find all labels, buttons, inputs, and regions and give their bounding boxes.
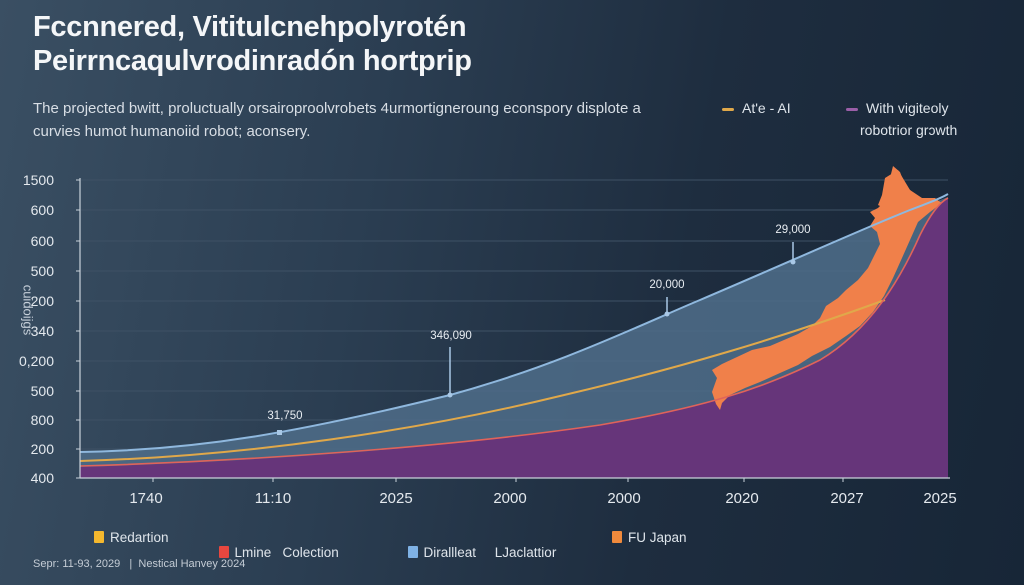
chart-subtitle: The projected bwitt, proluctually orsair… bbox=[33, 97, 713, 143]
x-tick-label: 2000 bbox=[493, 490, 527, 507]
y-tick-label: 500 bbox=[30, 263, 54, 279]
title-line-2: Peirrncaqulvrodinradón hortprip bbox=[33, 45, 472, 77]
y-tick-label: 200 bbox=[30, 441, 54, 457]
legend-item-fu-japan: FU Japan bbox=[612, 530, 687, 545]
blue-swatch-icon bbox=[407, 546, 418, 558]
x-tick-label: 2000 bbox=[607, 490, 641, 507]
red-swatch-icon bbox=[218, 546, 229, 558]
x-tick-label: 11:10 bbox=[254, 490, 292, 507]
purple-area bbox=[80, 198, 948, 478]
legend-label: FU Japan bbox=[628, 530, 687, 545]
legend-item-lmine-colection: Lmine Colection bbox=[211, 530, 339, 560]
x-tick-marks bbox=[152, 478, 844, 482]
y-axis-label: cuidoijgs bbox=[20, 284, 36, 336]
orange-line bbox=[79, 299, 886, 462]
x-tick-label: 1740 bbox=[129, 490, 163, 507]
orange-dash-icon bbox=[722, 107, 734, 111]
annotation-label: 346,090 bbox=[430, 330, 472, 342]
x-tick-label: 2027 bbox=[830, 490, 864, 507]
legend-label: Redartion bbox=[110, 530, 169, 545]
legend-item-redartion: Redartion bbox=[94, 530, 169, 545]
y-tick-label: 1500 bbox=[22, 172, 54, 188]
y-tick-label: 600 bbox=[30, 202, 54, 218]
legend-label-line-2: robotrior grɔwth bbox=[860, 122, 958, 138]
annotation-label: 31,750 bbox=[267, 410, 303, 422]
legend-item-dirallleat: Dirallleat LJaclattior bbox=[400, 530, 556, 560]
purple-dash-icon bbox=[846, 107, 858, 111]
x-tick-label: 2025 bbox=[379, 490, 413, 507]
annotation-label: 29,000 bbox=[775, 224, 811, 236]
japan-map-shape bbox=[712, 166, 942, 410]
japan-hokkaido-shape bbox=[878, 170, 940, 212]
subtitle-line-1: The projected bwitt, proluctually orsair… bbox=[33, 100, 641, 117]
yellow-swatch-icon bbox=[94, 531, 104, 543]
footer-source: Sepr: 11-93, 2029 | Nestical Hanvey 2024 bbox=[33, 558, 246, 570]
orange-swatch-icon bbox=[612, 531, 622, 543]
y-tick-marks bbox=[76, 179, 80, 479]
annotation-label: 20,000 bbox=[649, 279, 685, 291]
y-tick-label: 500 bbox=[30, 383, 54, 399]
y-tick-label: 0,200 bbox=[18, 353, 54, 369]
red-line bbox=[79, 197, 949, 467]
legend-label: Lmine Colection bbox=[234, 545, 339, 560]
chart-title: Fccnnered, Vititulcnehpolyrotén Peirrnca… bbox=[33, 10, 472, 78]
legend-label: Dirallleat LJaclattior bbox=[423, 545, 557, 560]
legend-item-robot-growth: With vigiteoly robotrior grɔwth bbox=[846, 97, 957, 141]
x-tick-label: 2020 bbox=[725, 490, 759, 507]
y-tick-label: 340 bbox=[30, 323, 54, 339]
legend-item-ate-ai: At'e - AI bbox=[722, 97, 791, 119]
title-line-1: Fccnnered, Vititulcnehpolyrotén bbox=[33, 11, 467, 43]
x-tick-label: 2025 bbox=[923, 490, 957, 507]
y-tick-label: 400 bbox=[30, 470, 54, 486]
y-tick-label: 600 bbox=[30, 233, 54, 249]
blue-line bbox=[79, 193, 949, 453]
y-tick-label: 800 bbox=[30, 412, 54, 428]
y-tick-label: 200 bbox=[30, 293, 54, 309]
legend-label-line-1: With vigiteoly bbox=[866, 100, 949, 116]
subtitle-line-2: curvies humot humanoiid robot; aconsery. bbox=[33, 123, 311, 140]
legend-label: At'e - AI bbox=[742, 100, 791, 116]
